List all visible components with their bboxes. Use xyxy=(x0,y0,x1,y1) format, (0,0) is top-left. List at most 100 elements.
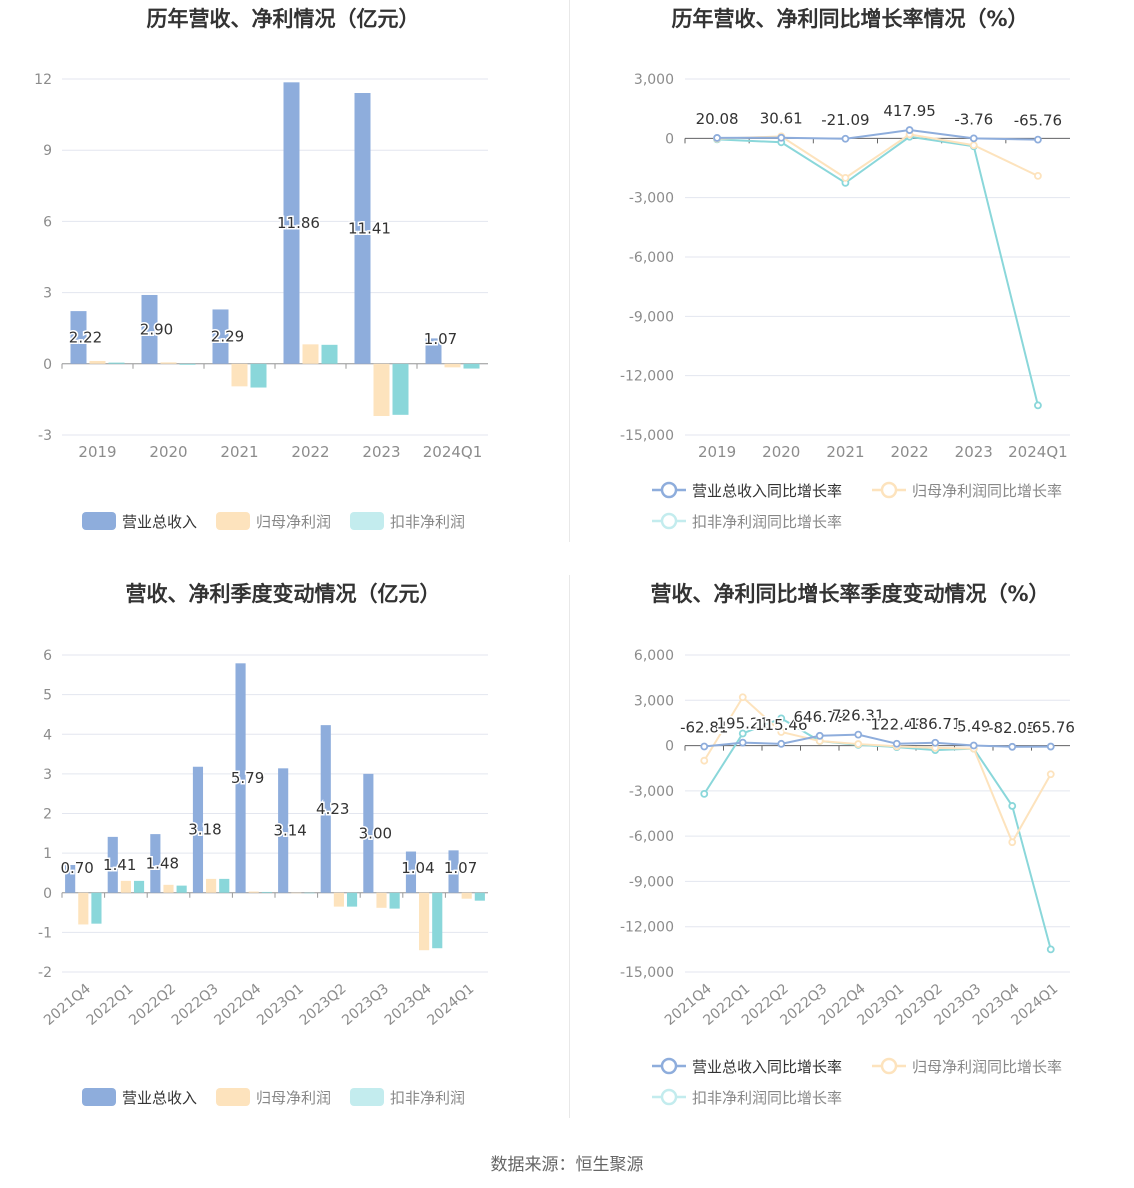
legend-swatch xyxy=(82,1088,116,1106)
legend-label: 营业总收入同比增长率 xyxy=(692,1058,842,1076)
y-tick-label: 6,000 xyxy=(634,648,674,664)
line-point xyxy=(700,789,709,798)
line-net-profit-growth xyxy=(717,133,1039,180)
bar-data-label: 2.22 xyxy=(69,328,102,346)
y-tick-label: 5 xyxy=(43,688,52,704)
x-tick-label: 2020 xyxy=(149,443,187,461)
x-tick-label: 2023 xyxy=(955,443,993,461)
line-point xyxy=(1034,172,1042,180)
bar-revenue xyxy=(150,834,161,893)
line-point xyxy=(969,741,978,750)
chart-title: 历年营收、净利同比增长率情况（%） xyxy=(671,7,1028,31)
x-tick-label: 2019 xyxy=(698,443,736,461)
y-tick-label: 3 xyxy=(43,767,52,783)
bar-revenue xyxy=(70,311,87,364)
x-tick-label: 2021 xyxy=(826,443,864,461)
bar-deducted-profit xyxy=(91,892,102,924)
divider-top xyxy=(569,0,570,542)
legend-swatch xyxy=(350,512,384,530)
line-data-label: -65.76 xyxy=(1027,719,1075,737)
line-data-label: 195.21 xyxy=(717,715,770,733)
bar-deducted-profit xyxy=(432,892,443,949)
line-point xyxy=(1046,945,1055,954)
y-tick-label: 0 xyxy=(43,886,52,902)
bar-net-profit xyxy=(231,363,248,387)
x-tick-label: 2022Q1 xyxy=(84,981,137,1029)
chart-title: 历年营收、净利情况（亿元） xyxy=(147,7,420,31)
line-data-label: 5.49 xyxy=(957,717,990,735)
line-revenue-growth xyxy=(717,129,1038,141)
quarterly-growth-chart: 营收、净利同比增长率季度变动情况（%） -15,000 -12,000 -9,000 -… xyxy=(620,582,1076,1107)
bar-deducted-profit xyxy=(346,892,358,907)
line-data-label: 30.61 xyxy=(760,110,803,128)
line-point xyxy=(1034,135,1042,144)
y-tick-label: 1 xyxy=(43,846,52,862)
x-tick-label: 2022 xyxy=(890,443,928,461)
bar-net-profit xyxy=(444,363,461,368)
bar-deducted-profit xyxy=(219,878,230,893)
line-point xyxy=(1046,742,1055,751)
legend-swatch xyxy=(82,512,116,530)
bar-revenue xyxy=(354,93,371,364)
line-data-label: 115.46 xyxy=(755,716,808,734)
legend-label: 扣非净利润同比增长率 xyxy=(692,513,842,531)
bar-deducted-profit xyxy=(179,363,196,365)
line-point xyxy=(738,693,747,702)
x-tick-label: 2023Q3 xyxy=(339,981,392,1029)
bar-revenue xyxy=(141,294,158,364)
line-revenue-growth xyxy=(704,733,1051,748)
bar-net-profit xyxy=(461,892,472,899)
bar-data-label: 3.00 xyxy=(359,824,392,842)
x-tick-label: 2019 xyxy=(78,443,116,461)
y-tick-label: 0 xyxy=(665,739,674,755)
legend-label: 营业总收入 xyxy=(122,1089,197,1107)
line-point xyxy=(841,173,850,182)
bar-deducted-profit xyxy=(389,892,400,909)
line-point xyxy=(713,134,721,142)
x-tick-label: 2020 xyxy=(762,443,800,461)
bar-revenue xyxy=(278,768,289,893)
line-point xyxy=(969,141,978,150)
line-point xyxy=(700,742,709,751)
bar-net-profit xyxy=(419,892,430,951)
line-point xyxy=(777,739,786,748)
chart-title: 营收、净利季度变动情况（亿元） xyxy=(126,582,441,606)
y-tick-label: 9 xyxy=(43,143,52,159)
legend-marker xyxy=(660,512,678,530)
bar-deducted-profit xyxy=(304,892,315,894)
bar-data-label: 11.86 xyxy=(277,214,320,232)
line-point xyxy=(854,740,863,748)
legend-marker xyxy=(660,1088,678,1106)
x-tick-label: 2024Q1 xyxy=(1008,443,1068,461)
bar-revenue xyxy=(283,82,300,364)
legend-swatch xyxy=(350,1088,384,1106)
legend-marker xyxy=(880,481,898,499)
line-data-label: -65.76 xyxy=(1014,112,1062,130)
y-tick-label: -9,000 xyxy=(629,309,674,325)
line-point xyxy=(1008,802,1017,810)
line-data-label: 646.79 xyxy=(794,708,847,726)
line-net-profit-growth xyxy=(703,695,1052,845)
bar-deducted-profit xyxy=(392,363,409,415)
x-tick-label: 2023Q2 xyxy=(297,981,350,1029)
x-tick-label: 2021Q4 xyxy=(41,981,94,1029)
quarterly-revenue-profit-panel: 营收、净利季度变动情况（亿元） -2 -1 0 1 2 3 4 5 6 2021Q4 0.70 2022… xyxy=(0,575,567,1150)
annual-revenue-profit-chart: 历年营收、净利情况（亿元） -3 0 3 6 9 12 2019 2.22 2020 2.90 202… xyxy=(34,7,488,531)
line-point xyxy=(738,729,747,738)
line-data-label: 417.95 xyxy=(883,102,936,120)
bar-revenue xyxy=(320,725,331,893)
line-data-label: 186.71 xyxy=(909,715,962,733)
line-point xyxy=(777,133,786,142)
y-tick-label: -9,000 xyxy=(629,874,674,890)
bar-deducted-profit xyxy=(463,363,480,369)
bar-revenue xyxy=(212,309,229,364)
line-point xyxy=(777,728,786,736)
line-point xyxy=(854,730,863,739)
bar-revenue xyxy=(448,850,459,893)
annual-growth-panel: 历年营收、净利同比增长率情况（%） -15,000 -12,000 -9,000 -6,… xyxy=(567,0,1134,575)
y-tick-label: 0 xyxy=(43,357,52,373)
y-tick-label: 6 xyxy=(43,648,52,664)
line-point xyxy=(841,134,850,143)
line-data-label: -82.05 xyxy=(988,719,1036,737)
line-point xyxy=(700,756,709,765)
